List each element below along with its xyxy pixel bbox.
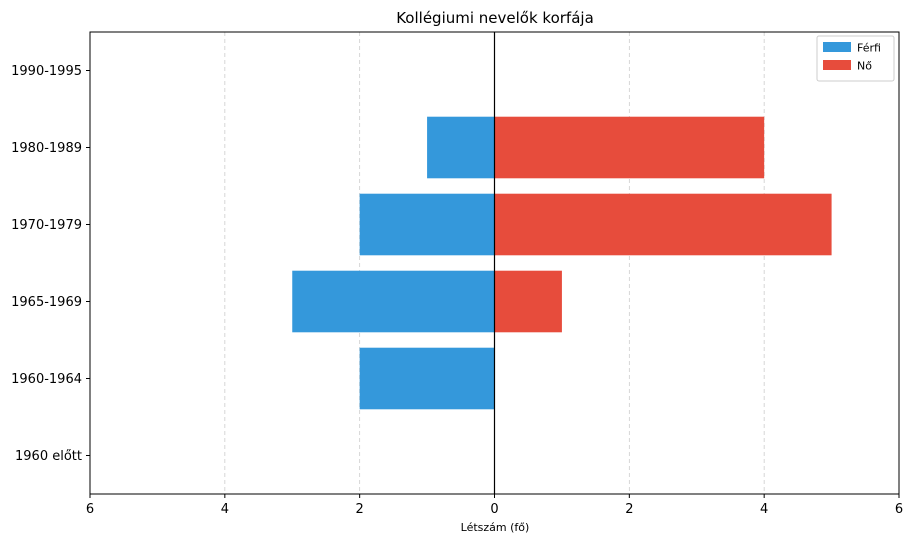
bar-férfi-1 [359, 347, 495, 410]
x-tick-label: 4 [221, 502, 229, 517]
x-tick-label: 2 [356, 502, 364, 517]
x-axis-ticks: 6 4 2 0 2 4 6 [86, 494, 903, 517]
chart-title: Kollégiumi nevelők korfája [396, 9, 594, 27]
y-tick-label: 1960-1964 [11, 372, 82, 387]
bar-férfi-2 [292, 270, 495, 333]
bar-nő-4 [494, 116, 765, 179]
bars [292, 116, 832, 410]
bar-nő-3 [494, 193, 832, 256]
x-tick-label: 6 [895, 502, 903, 517]
x-tick-label: 2 [625, 502, 633, 517]
legend-swatch [823, 42, 851, 52]
y-tick-label: 1965-1969 [11, 295, 82, 310]
y-axis-ticks: 1960 előtt 1960-1964 1965-1969 1970-1979 198… [11, 64, 90, 464]
bar-férfi-3 [359, 193, 495, 256]
bar-férfi-4 [427, 116, 495, 179]
x-axis-label: Létszám (fő) [461, 521, 530, 534]
legend-label: Férfi [857, 42, 881, 55]
y-tick-label: 1980-1989 [11, 141, 82, 156]
legend-swatch [823, 60, 851, 70]
legend-label: Nő [857, 60, 872, 73]
grid-lines [224, 32, 765, 494]
y-tick-label: 1990-1995 [11, 64, 82, 79]
x-tick-label: 6 [86, 502, 94, 517]
x-tick-label: 4 [760, 502, 768, 517]
legend: Férfi Nő [816, 35, 895, 82]
y-tick-label: 1970-1979 [11, 218, 82, 233]
x-tick-label: 0 [490, 502, 498, 517]
y-tick-label: 1960 előtt [15, 449, 82, 464]
bar-nő-2 [494, 270, 562, 333]
